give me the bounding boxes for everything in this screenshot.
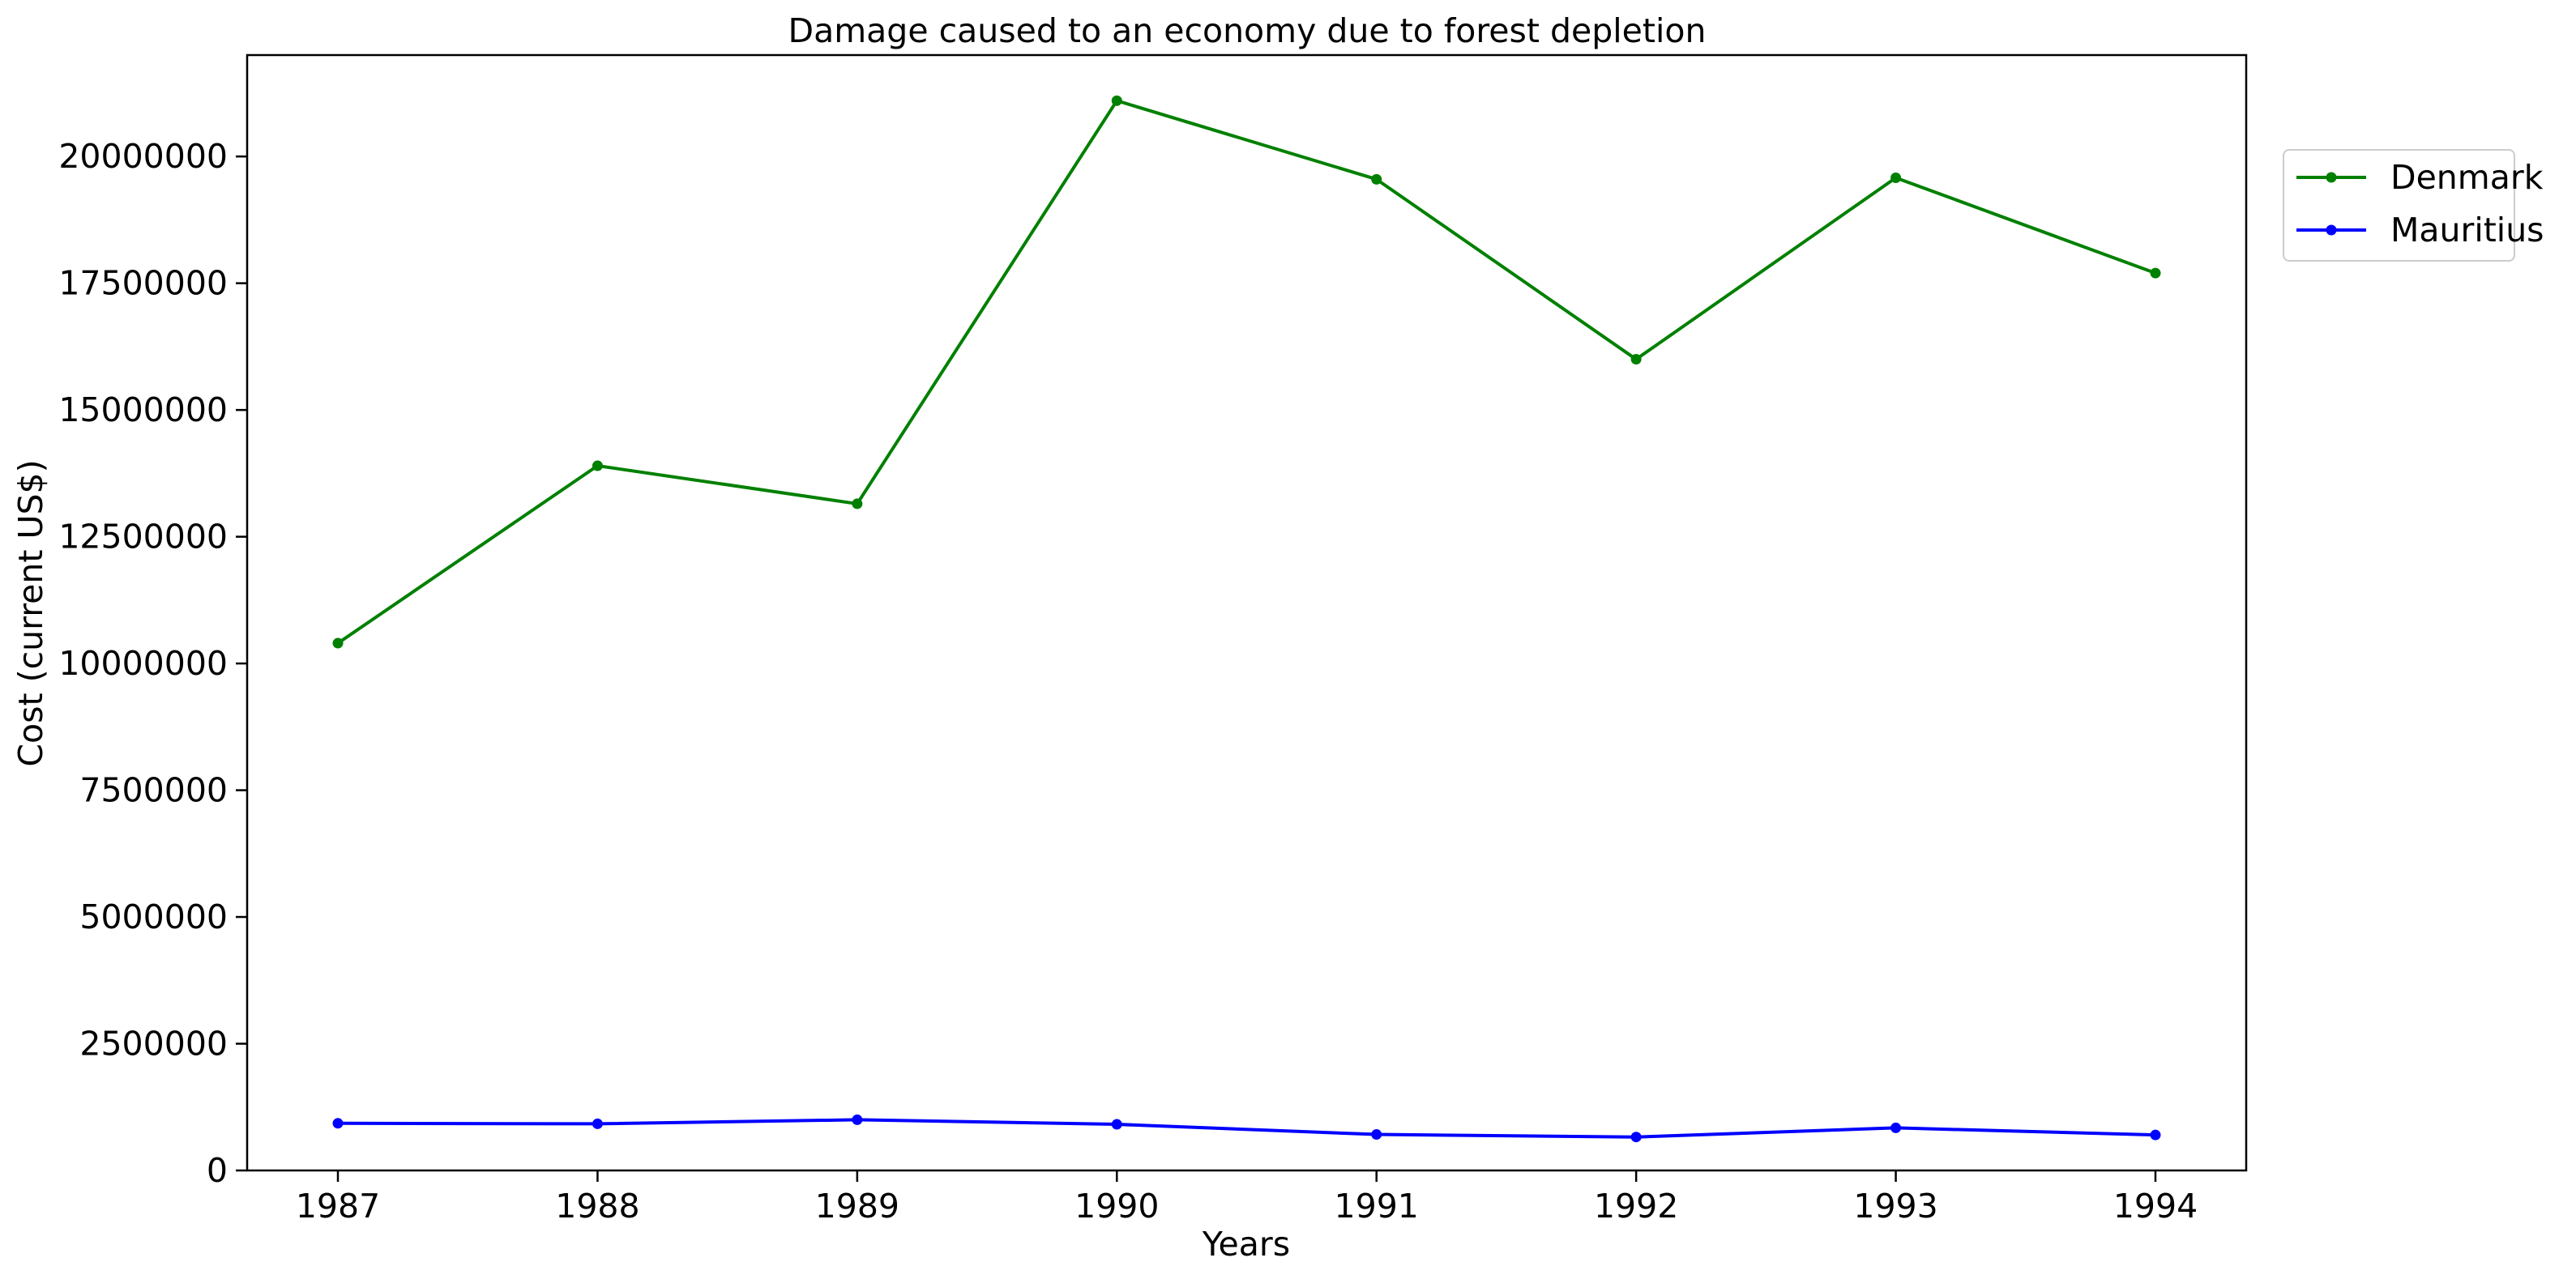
x-tick-label: 1992	[1594, 1187, 1678, 1226]
x-tick-label: 1991	[1335, 1187, 1419, 1226]
data-point-mauritius	[1890, 1122, 1902, 1133]
data-point-mauritius	[852, 1114, 863, 1125]
series-denmark	[332, 95, 2161, 649]
legend-item-mauritius: Mauritius	[2296, 211, 2544, 249]
data-point-denmark	[1890, 172, 1902, 183]
series-mauritius	[332, 1114, 2161, 1143]
series-line-mauritius	[337, 1118, 2156, 1139]
data-point-denmark	[852, 498, 863, 509]
x-tick-label: 1993	[1853, 1187, 1937, 1226]
x-axis-label: Years	[1202, 1225, 1290, 1264]
data-point-mauritius	[2150, 1129, 2161, 1140]
data-point-denmark	[2150, 267, 2161, 279]
y-tick-label: 15000000	[58, 390, 228, 429]
data-point-mauritius	[1111, 1119, 1122, 1130]
y-tick-label: 0	[207, 1151, 228, 1190]
x-tick-label: 1987	[296, 1187, 380, 1226]
y-tick-label: 12500000	[58, 518, 228, 556]
y-tick-label: 2500000	[79, 1025, 228, 1064]
y-tick-label: 10000000	[58, 644, 228, 683]
data-point-denmark	[1371, 173, 1382, 185]
plot-area-frame	[246, 53, 2248, 1172]
y-tick-label: 7500000	[79, 771, 228, 810]
y-axis-label: Cost (current US$)	[11, 459, 50, 766]
y-tick-label: 5000000	[79, 897, 228, 936]
y-axis-ticks: 0 2500000 5000000 7500000 10000000 12500000 15…	[58, 137, 247, 1190]
data-point-denmark	[1630, 354, 1642, 365]
legend-swatch-marker	[2326, 172, 2337, 183]
legend-swatch-marker	[2326, 224, 2337, 236]
legend-label: Mauritius	[2390, 211, 2544, 249]
data-point-mauritius	[332, 1118, 344, 1129]
data-point-mauritius	[592, 1118, 603, 1129]
legend-item-denmark: Denmark	[2296, 158, 2544, 197]
x-tick-label: 1989	[815, 1187, 899, 1226]
x-axis-ticks: 1987 1988 1989 1990 1991 1992 1993 1994	[296, 1170, 2198, 1226]
legend-label: Denmark	[2390, 158, 2544, 197]
data-point-mauritius	[1371, 1129, 1382, 1140]
y-tick-label: 17500000	[58, 264, 228, 303]
chart-title: Damage caused to an economy due to fores…	[788, 11, 1707, 50]
x-tick-label: 1990	[1074, 1187, 1159, 1226]
legend: Denmark Mauritius	[2283, 149, 2544, 262]
data-point-denmark	[592, 460, 603, 471]
data-point-denmark	[1111, 95, 1122, 106]
y-tick-label: 20000000	[58, 137, 228, 176]
series-group	[332, 95, 2161, 1143]
data-point-denmark	[332, 637, 344, 649]
data-point-mauritius	[1630, 1132, 1642, 1143]
x-tick-label: 1994	[2113, 1187, 2198, 1226]
series-line-denmark	[336, 99, 2156, 645]
x-tick-label: 1988	[555, 1187, 639, 1226]
